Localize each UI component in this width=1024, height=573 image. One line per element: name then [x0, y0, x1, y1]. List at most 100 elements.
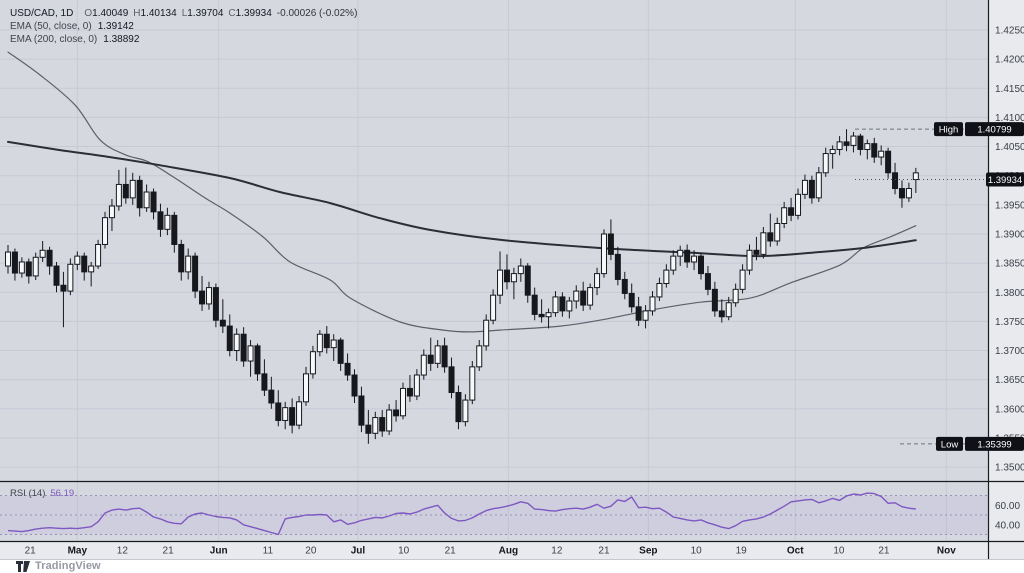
svg-text:1.40799: 1.40799 — [977, 125, 1011, 136]
candle — [725, 296, 732, 321]
candle — [81, 252, 88, 281]
candle — [420, 349, 427, 380]
candle — [178, 239, 185, 281]
symbol-title[interactable]: USD/CAD, 1D — [10, 8, 74, 19]
svg-text:1.36500: 1.36500 — [995, 375, 1024, 386]
candle — [53, 261, 60, 293]
ema200-legend-row[interactable]: EMA (200, close, 0) 1.38892 — [10, 33, 357, 46]
ema50-value: 1.39142 — [97, 21, 134, 32]
candle — [892, 162, 899, 195]
rsi-axis-label: 60.00 — [995, 501, 1020, 512]
candle — [587, 283, 594, 310]
svg-text:11: 11 — [263, 546, 274, 557]
svg-text:1.38000: 1.38000 — [995, 288, 1024, 299]
candle — [240, 327, 247, 367]
candle — [490, 289, 497, 325]
candle — [185, 248, 192, 280]
ema200-value: 1.38892 — [103, 34, 140, 45]
candle — [635, 296, 642, 327]
candle — [372, 411, 379, 440]
candle — [302, 366, 309, 406]
candle — [545, 308, 552, 329]
candle — [129, 172, 136, 205]
candle — [788, 197, 795, 222]
svg-text:20: 20 — [305, 546, 317, 557]
candle — [226, 314, 233, 357]
candle — [205, 281, 212, 310]
candle — [448, 357, 455, 399]
candle — [400, 382, 407, 420]
high-badge-value: 1.40799 — [965, 122, 1024, 137]
svg-text:10: 10 — [833, 546, 845, 557]
candle — [309, 345, 316, 379]
candle — [621, 271, 628, 300]
candle — [330, 334, 337, 362]
svg-text:1.42500: 1.42500 — [995, 26, 1024, 37]
candle — [732, 283, 739, 307]
candle — [760, 226, 767, 259]
candle — [379, 409, 386, 437]
candle — [351, 369, 358, 403]
svg-text:1.39000: 1.39000 — [995, 229, 1024, 240]
candle — [670, 250, 677, 275]
candle — [122, 167, 129, 204]
candle — [406, 375, 413, 402]
candle — [157, 203, 164, 237]
candle — [434, 340, 441, 369]
svg-text:1.39500: 1.39500 — [995, 200, 1024, 211]
svg-text:12: 12 — [117, 546, 129, 557]
ema50-line[interactable] — [7, 51, 917, 333]
rsi-line[interactable] — [7, 492, 916, 536]
candle — [739, 264, 746, 294]
svg-text:1.41500: 1.41500 — [995, 84, 1024, 95]
candle — [649, 291, 656, 316]
symbol-legend-row[interactable]: USD/CAD, 1D O1.40049 H1.40134 L1.39704 C1.39… — [10, 7, 357, 20]
candle — [808, 175, 815, 204]
rsi-legend-row[interactable]: RSI (14) 56.19 — [10, 488, 74, 499]
candle — [115, 169, 122, 211]
svg-text:1.35399: 1.35399 — [977, 439, 1011, 450]
candle — [199, 275, 206, 311]
candle — [801, 174, 808, 200]
tradingview-logo-text: TradingView — [35, 560, 101, 572]
svg-text:1.37500: 1.37500 — [995, 317, 1024, 328]
candle — [711, 281, 718, 317]
high-badge-label: High — [934, 122, 963, 137]
candle — [192, 252, 199, 299]
candle — [171, 211, 178, 253]
time-axis-labels[interactable]: 21 May 12 21 Jun 11 20 Jul 10 21 Aug 12 21 Sep 10 19 Oct… — [25, 546, 957, 557]
candle — [510, 267, 517, 300]
tradingview-logo[interactable]: TradingView — [16, 560, 101, 572]
candle — [108, 199, 115, 232]
ema50-label: EMA (50, close, 0) — [10, 21, 92, 32]
candle — [455, 385, 462, 430]
svg-text:1.40500: 1.40500 — [995, 142, 1024, 153]
candle — [580, 281, 587, 311]
candle — [219, 299, 226, 334]
candle — [323, 326, 330, 354]
candle — [497, 251, 504, 304]
svg-text:10: 10 — [691, 546, 703, 557]
candle — [614, 246, 621, 286]
svg-text:12: 12 — [551, 546, 563, 557]
ema50-legend-row[interactable]: EMA (50, close, 0) 1.39142 — [10, 20, 357, 33]
svg-text:Aug: Aug — [499, 546, 518, 557]
candle — [746, 244, 753, 275]
svg-text:1.37000: 1.37000 — [995, 346, 1024, 357]
candle — [753, 236, 760, 261]
candle — [871, 137, 878, 163]
candle — [254, 343, 261, 381]
candle — [517, 258, 524, 282]
ema200-line[interactable] — [7, 140, 917, 258]
svg-text:Jun: Jun — [210, 546, 228, 557]
candle — [552, 291, 559, 317]
candle — [642, 305, 649, 329]
candle — [39, 240, 46, 262]
candle — [531, 287, 538, 321]
candle — [885, 147, 892, 179]
rsi-value: 56.19 — [50, 488, 75, 499]
candle — [559, 292, 566, 317]
candle — [698, 252, 704, 280]
candle — [524, 263, 531, 303]
